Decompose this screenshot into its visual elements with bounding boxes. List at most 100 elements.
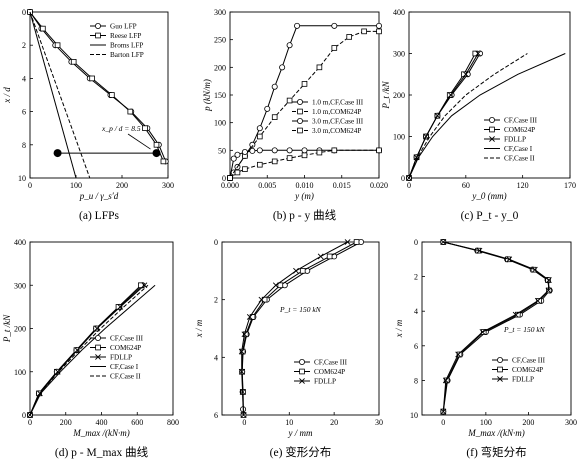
legend-entry: COM624P [504,126,535,134]
data-point [271,83,278,90]
legend-marker [296,118,303,125]
legend-marker [95,344,101,351]
data-point [331,147,338,154]
data-point [442,377,449,384]
legend-marker [489,126,495,133]
x-axis-label: M_max /(kN·m) [72,428,129,438]
x-tick-label: 200 [60,418,72,427]
data-point [271,158,278,165]
data-point [286,42,293,49]
data-point [271,147,278,154]
data-point [455,351,462,358]
panel-e: 0 10 20 30 0 2 4 6 y / mm x / m (e) 变形分布 CF,Case II… [194,238,383,459]
data-point [331,45,338,51]
data-point [109,92,115,98]
series-line [241,241,357,416]
data-point [346,34,352,40]
data-point [286,97,293,104]
legend-entry: 1.0 m,CF,Case III [312,99,364,107]
y-axis-label: x / m [394,319,404,338]
data-point [286,147,293,154]
data-point [40,25,46,32]
x-tick-label: 100 [480,418,492,427]
y-axis-label: P_t /kN [381,80,391,109]
data-point [344,239,351,245]
data-point [294,22,301,29]
panel-caption: (e) 变形分布 [270,445,332,459]
legend-entry: FDLLP [314,378,336,386]
data-point [301,152,308,159]
y-axis-label: P_t /kN [2,314,12,343]
legend-marker [497,376,503,382]
panel-a: 0 100 200 300 0 2 4 6 8 10 p_u / γ_s′d x / d (a) LFP… [2,8,174,222]
data-point [479,329,486,335]
panel-c: 0 60 120 170 0 100 200 300 400 y_0 (mm) P_t /kN (c)… [381,8,576,222]
y-tick-label: 0 [22,8,26,17]
x-tick-label: 300 [565,418,577,427]
data-point [301,147,308,154]
x-tick-label: 30 [375,418,383,427]
legend-marker [496,356,503,363]
legend-entry: CF,Case II [110,373,141,381]
y-tick-label: 100 [393,133,405,142]
x-axis-label: p_u / γ_s′d [79,191,119,201]
legend-entry: 1.0 m,COM624P [312,108,361,116]
x-tick-label: 100 [70,181,82,190]
data-point [353,239,360,245]
data-point [256,133,263,140]
x-tick-label: 120 [517,181,529,190]
x-tick-label: 800 [167,418,179,427]
legend-marker [297,108,303,115]
data-point [271,114,278,120]
legend-entry: 3.0 m,COM624P [312,127,361,135]
data-point [447,92,454,98]
data-point [89,75,95,82]
x-axis-label: y (m) [294,191,314,201]
data-point [240,412,247,418]
xp-dot-right [152,149,161,158]
y-tick-label: 400 [393,8,405,17]
load-annotation: P_t = 150 kN [279,305,322,314]
annotation-arrow [127,133,151,150]
y-tick-label: 0 [214,238,218,247]
legend-marker [489,136,495,142]
legend-marker [95,22,102,29]
data-point [239,348,246,355]
data-point [242,166,248,172]
series-line [408,53,566,179]
x-tick-label: 170 [564,181,576,190]
panel-caption: (d) p - M_max 曲线 [55,445,149,459]
data-point [434,112,441,119]
data-point [238,368,245,375]
y-tick-label: 8 [414,376,418,385]
x-tick-label: 0.000 [221,181,239,190]
data-point [376,28,382,35]
data-point [316,149,323,156]
y-tick-label: 8 [22,141,26,150]
data-point [536,298,542,304]
data-point [238,348,245,355]
x-tick-label: 400 [96,418,108,427]
x-axis-label: y_0 (mm) [471,191,506,201]
plot-frame [29,241,174,416]
legend-marker [95,354,101,360]
series-line [241,241,348,416]
plot-frame [221,241,380,416]
data-point [545,277,552,283]
legend-marker [299,378,305,384]
data-point [256,147,263,154]
data-point [258,296,265,303]
y-tick-label: 300 [214,8,226,17]
data-point [456,351,463,358]
y-tick-label: 200 [393,91,405,100]
y-tick-label: 4 [414,307,418,316]
data-point [234,151,241,158]
panel-caption: (f) 弯矩分布 [466,445,526,459]
x-tick-label: 10 [285,418,293,427]
data-point [234,169,241,176]
y-tick-label: 250 [214,36,226,45]
data-point [534,297,541,304]
legend-entry: COM624P [512,366,543,374]
panel-caption: (c) P_t - y_0 [461,210,519,222]
y-tick-label: 200 [14,325,26,334]
